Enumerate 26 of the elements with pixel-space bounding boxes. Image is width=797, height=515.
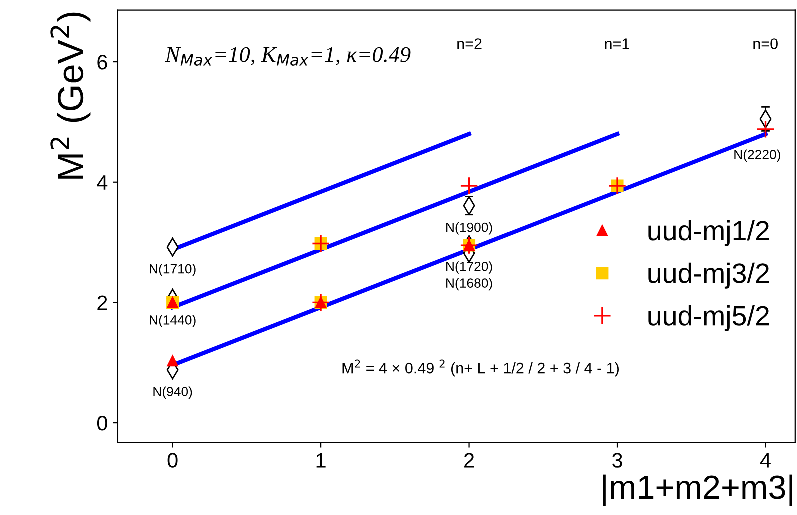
- y-tick-label: 0: [97, 416, 108, 431]
- annotation: M$^{2}$ = 4 × 0.49 $^{2}$ (n+ L + 1/2 / 2 + 3 / 4 - 1): [342, 360, 619, 377]
- annotation: N(1680): [446, 278, 492, 291]
- annotation: N$_{Max}$=10, K$_{Max}$=1, κ=0.49: [165, 47, 411, 66]
- y-tick-label: 4: [97, 176, 108, 190]
- annotation: N(1900): [446, 222, 492, 235]
- x-tick-label: 4: [760, 453, 771, 468]
- annotation: N(1720): [446, 262, 492, 274]
- x-tick-label: 3: [612, 453, 622, 468]
- annotation: N(940): [154, 386, 192, 400]
- legend-label: uud-mj5/2: [648, 305, 770, 332]
- y-tick-label: 2: [98, 296, 108, 310]
- annotation: N(1440): [150, 315, 196, 328]
- legend-label: uud-mj3/2: [648, 262, 770, 289]
- y-axis-title: M$^{2}$ (GeV$^{2}$): [50, 12, 91, 179]
- annotation: n=0: [754, 38, 778, 50]
- x-tick-label: 1: [316, 453, 326, 468]
- annotation: n=2: [458, 38, 482, 50]
- annotation: n=1: [605, 38, 630, 50]
- y-tick-label: 6: [98, 55, 108, 70]
- annotation: N(2220): [734, 150, 780, 162]
- legend-label: uud-mj1/2: [648, 220, 770, 246]
- x-tick-label: 0: [168, 453, 178, 468]
- annotation: N(1710): [150, 264, 196, 276]
- x-tick-label: 2: [464, 453, 474, 468]
- x-axis-title: |m1+m2+m3|: [603, 474, 792, 506]
